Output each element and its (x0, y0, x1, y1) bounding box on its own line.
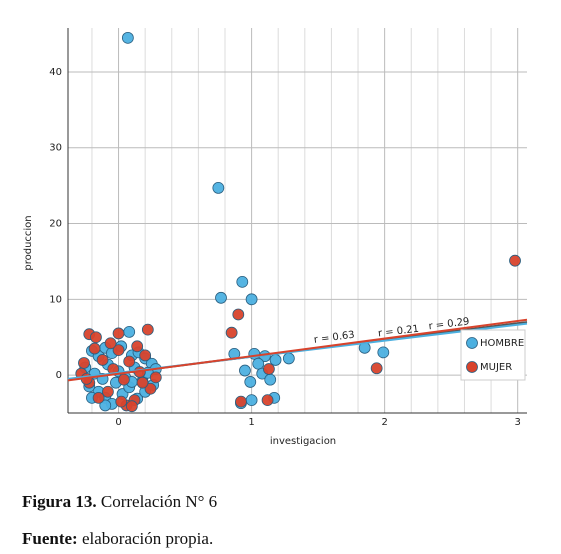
source-text: elaboración propia. (82, 529, 213, 548)
point (377, 346, 390, 359)
point (215, 291, 227, 304)
caption-label: Figura 13. (22, 492, 97, 511)
point (261, 394, 274, 407)
point (139, 349, 152, 362)
point (121, 31, 134, 44)
point (92, 391, 105, 404)
point (264, 373, 277, 386)
point (115, 395, 128, 408)
point (112, 327, 125, 340)
point (269, 354, 282, 366)
legend-swatch (466, 337, 478, 349)
y-tick-label: 40 (49, 67, 62, 78)
point (236, 275, 249, 288)
point (252, 357, 265, 370)
x-tick-label: 2 (381, 417, 387, 428)
y-tick-label: 10 (49, 294, 62, 305)
caption: Figura 13. Correlación N° 6 (22, 492, 217, 511)
plot-area (68, 28, 527, 413)
point (141, 323, 154, 336)
point (225, 326, 238, 339)
point (370, 362, 383, 375)
point (509, 254, 521, 267)
point (245, 394, 258, 407)
fit-line (67, 318, 528, 382)
y-tick-label: 20 (49, 219, 62, 230)
point (123, 355, 136, 368)
legend-label: MUJER (480, 362, 512, 373)
caption-text: Correlación N° 6 (101, 492, 217, 511)
y-tick-label: 0 (56, 370, 62, 381)
y-tick-label: 30 (49, 143, 62, 154)
point (117, 373, 130, 386)
point (144, 382, 157, 395)
point (78, 357, 90, 369)
x-tick-label: 0 (115, 417, 121, 428)
point (235, 395, 247, 408)
source: Fuente: elaboración propia. (22, 529, 213, 548)
x-tick-label: 3 (514, 417, 520, 428)
point (136, 376, 149, 389)
point (239, 364, 251, 377)
point (131, 340, 144, 353)
point (245, 293, 258, 306)
point (125, 400, 138, 413)
point (232, 308, 245, 321)
point (88, 342, 101, 355)
point (112, 344, 125, 356)
point (102, 385, 114, 398)
legend-swatch (466, 361, 478, 373)
x-tick-label: 1 (248, 417, 254, 428)
x-axis-title: investigacion (270, 436, 336, 447)
legend-label: HOMBRE (480, 338, 524, 349)
y-axis-title: produccion (23, 215, 34, 270)
point (149, 371, 162, 384)
source-label: Fuente: (22, 529, 78, 548)
fit-label: r = 0.63 (313, 330, 355, 346)
point (104, 337, 117, 350)
point (90, 331, 102, 344)
point (96, 354, 109, 366)
point (99, 399, 112, 412)
point (282, 352, 295, 365)
point (212, 182, 225, 194)
point (123, 326, 136, 338)
point (262, 363, 275, 375)
point (244, 376, 257, 388)
